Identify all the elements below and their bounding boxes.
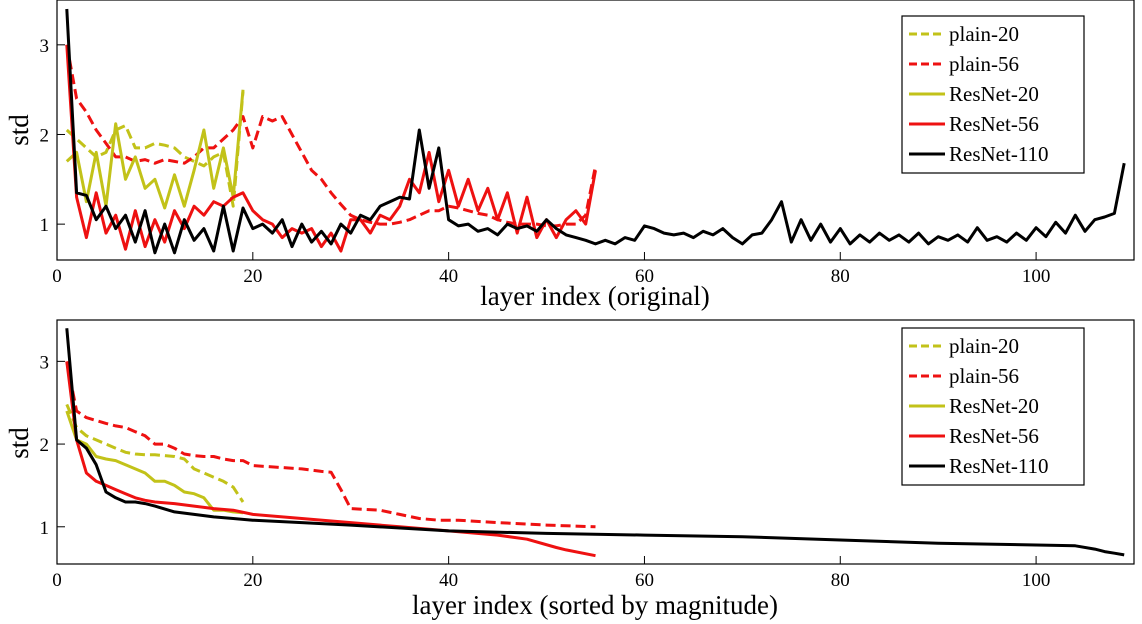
legend: plain-20 plain-56 ResNet-20 ResNet-56 Re… [901,15,1085,174]
legend-label-resnet-56: ResNet-56 [949,112,1039,136]
y-tick-label: 1 [40,518,50,539]
y-tick-label: 2 [40,435,50,456]
x-tick-label: 20 [243,266,262,287]
y-axis-title: std [4,114,34,146]
legend-label-resnet-20: ResNet-20 [949,82,1039,106]
x-tick-label: 40 [439,570,458,591]
x-tick-label: 60 [635,266,654,287]
series-line-resnet-56 [65,44,597,253]
x-tick-label: 40 [439,266,458,287]
series-line-plain-20 [65,91,245,208]
x-tick-label: 80 [831,266,850,287]
x-tick-label: 100 [1022,570,1051,591]
series-line-resnet-56 [65,361,596,558]
x-tick-label: 60 [635,570,654,591]
x-tick-label: 20 [243,570,262,591]
plot-area-frame [56,319,1135,565]
tick-layer: 0 20 40 60 80 100 1 2 3 [40,36,1051,287]
series-line-resnet-110 [65,8,1126,255]
y-tick-label: 3 [40,352,50,373]
legend-label-resnet-20: ResNet-20 [949,394,1039,418]
x-tick-label: 0 [52,570,62,591]
y-axis-title: std [4,427,34,459]
series-line-plain-56 [65,44,597,228]
legend-label-plain-20: plain-20 [949,334,1019,358]
series-line-plain-20 [65,403,245,503]
legend-label-resnet-110: ResNet-110 [949,142,1049,166]
plot-area-frame [56,0,1135,261]
x-axis-title: layer index (original) [480,281,709,311]
y-tick-label: 1 [40,215,50,236]
series-line-resnet-20 [65,410,244,515]
legend: plain-20 plain-56 ResNet-20 ResNet-56 Re… [901,327,1085,486]
y-tick-label: 3 [40,36,50,57]
series-layer [65,328,1125,558]
legend-label-plain-56: plain-56 [949,364,1019,388]
panel-original: 0 20 40 60 80 100 1 2 3 layer index (original) s… [4,0,1135,311]
series-layer [65,8,1126,255]
x-tick-label: 100 [1022,266,1051,287]
series-line-resnet-20 [65,89,245,210]
x-axis-title: layer index (sorted by magnitude) [412,590,778,620]
x-tick-label: 0 [52,266,62,287]
y-tick-label: 2 [40,125,50,146]
panel-sorted: 0 20 40 60 80 100 1 2 3 layer index (sorted by m… [4,319,1135,620]
series-line-plain-56 [65,361,596,529]
tick-layer: 0 20 40 60 80 100 1 2 3 [40,352,1051,591]
series-line-resnet-110 [65,328,1125,557]
legend-label-resnet-56: ResNet-56 [949,424,1039,448]
legend-label-plain-20: plain-20 [949,22,1019,46]
x-tick-label: 80 [831,570,850,591]
legend-label-plain-56: plain-56 [949,52,1019,76]
legend-label-resnet-110: ResNet-110 [949,454,1049,478]
